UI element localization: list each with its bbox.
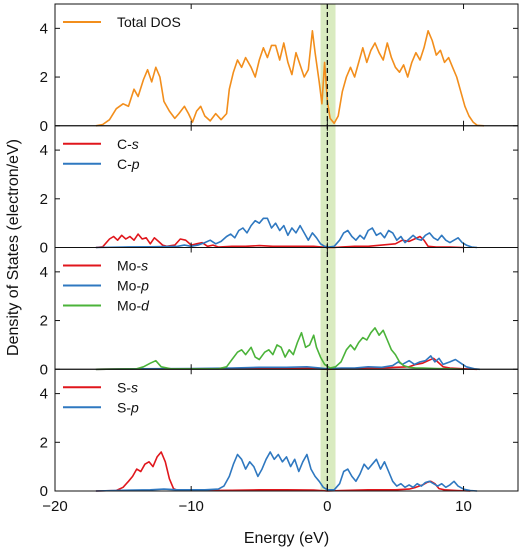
- series-line-c-p: [95, 217, 478, 249]
- series-line-c-s: [95, 233, 464, 249]
- y-tick-label: 0: [40, 240, 48, 257]
- y-tick-label: 2: [40, 434, 48, 451]
- x-axis-label: Energy (eV): [244, 530, 329, 547]
- series-line-mo-s: [95, 357, 478, 371]
- series-line-mo-d: [95, 327, 464, 371]
- y-tick-label: 0: [40, 361, 48, 378]
- legend-label: Mo-s: [117, 258, 148, 274]
- y-tick-label: 2: [40, 69, 48, 86]
- legend-label: Total DOS: [117, 14, 181, 30]
- series-line-s-s: [95, 451, 471, 492]
- y-tick-label: 0: [40, 483, 48, 500]
- axes-layer: 0 2 4 Total DOS 0 2 4 C-s C-p 0 2 4 Mo-s Mo-p Mo-d 0 2 4 S…: [40, 3, 519, 515]
- legend-label: Mo-d: [117, 298, 150, 314]
- x-tick-label: −10: [178, 498, 203, 515]
- legend-label: S-p: [117, 399, 139, 415]
- y-tick-label: 4: [40, 264, 48, 281]
- legend-label: S-s: [117, 379, 138, 395]
- y-tick-label: 4: [40, 386, 48, 403]
- series-line-total-dos: [95, 30, 485, 127]
- y-tick-label: 2: [40, 313, 48, 330]
- y-tick-label: 4: [40, 20, 48, 37]
- legend-label: C-s: [117, 136, 139, 152]
- y-tick-label: 2: [40, 191, 48, 208]
- x-tick-label: −20: [42, 498, 67, 515]
- x-tick-label: 10: [455, 498, 472, 515]
- y-axis-label: Density of States (electron/eV): [5, 139, 22, 356]
- legend-label: Mo-p: [117, 278, 149, 294]
- panel-frame: [54, 368, 519, 492]
- plot-content: [95, 30, 485, 492]
- series-line-s-p: [95, 451, 478, 492]
- legend-label: C-p: [117, 156, 140, 172]
- x-tick-label: 0: [323, 498, 331, 515]
- y-tick-label: 4: [40, 142, 48, 159]
- y-tick-label: 0: [40, 118, 48, 135]
